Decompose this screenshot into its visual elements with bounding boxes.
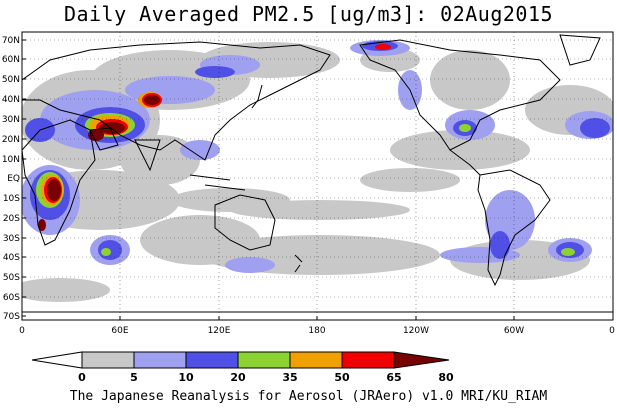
colorbar-label: 80 <box>438 371 454 384</box>
colorbar-label: 20 <box>230 371 246 384</box>
colorbar-under-triangle <box>31 351 83 369</box>
colorbar-bin <box>185 351 239 369</box>
colorbar-label: 0 <box>78 371 86 384</box>
lat-label: 10N <box>2 155 20 165</box>
lat-label: 60N <box>2 55 20 65</box>
pm25-above-80-areas <box>38 95 160 231</box>
lat-label: 20S <box>3 214 20 224</box>
coastlines <box>22 34 613 313</box>
footer-credit: The Japanese Reanalysis for Aerosol (JRA… <box>69 389 548 404</box>
lat-label: 70S <box>3 312 20 322</box>
colorbar-bin <box>341 351 395 369</box>
lat-label: 40S <box>3 253 20 263</box>
colorbar-over-triangle <box>393 351 450 369</box>
lat-label: 10S <box>3 194 20 204</box>
lon-label: 180 <box>308 326 325 336</box>
latitude-gridlines <box>22 39 613 298</box>
longitude-gridlines <box>119 32 515 320</box>
map-title: Daily Averaged PM2.5 [ug/m3]: 02Aug2015 <box>63 2 554 26</box>
lon-label: 120W <box>403 326 429 336</box>
lat-label: 30N <box>2 115 20 125</box>
colorbar-label: 35 <box>282 371 297 384</box>
lat-label: 40N <box>2 95 20 105</box>
latitude-labels: 70N 60N 50N 40N 30N 20N 10N EQ 10S 20S 3… <box>2 36 20 322</box>
lat-label: 30S <box>3 234 20 244</box>
lon-label: 120E <box>208 326 231 336</box>
lat-label: EQ <box>7 174 20 184</box>
lon-label: 0 <box>609 326 615 336</box>
colorbar-bin <box>237 351 291 369</box>
colorbar: 0 5 10 20 35 50 65 80 <box>31 351 454 384</box>
lon-label: 0 <box>19 326 25 336</box>
lat-label: 50N <box>2 75 20 85</box>
colorbar-label: 65 <box>386 371 401 384</box>
axis-ticks <box>22 39 515 320</box>
colorbar-label: 50 <box>334 371 350 384</box>
lat-label: 20N <box>2 135 20 145</box>
lat-label: 60S <box>3 293 20 303</box>
lon-label: 60W <box>504 326 524 336</box>
lat-label: 70N <box>2 36 20 46</box>
lon-label: 60E <box>111 326 128 336</box>
colorbar-label: 5 <box>130 371 138 384</box>
colorbar-label: 10 <box>178 371 194 384</box>
colorbar-bin <box>81 351 135 369</box>
lat-label: 50S <box>3 273 20 283</box>
colorbar-bin <box>289 351 343 369</box>
colorbar-bin <box>133 351 187 369</box>
longitude-labels: 0 60E 120E 180 120W 60W 0 <box>19 326 615 336</box>
